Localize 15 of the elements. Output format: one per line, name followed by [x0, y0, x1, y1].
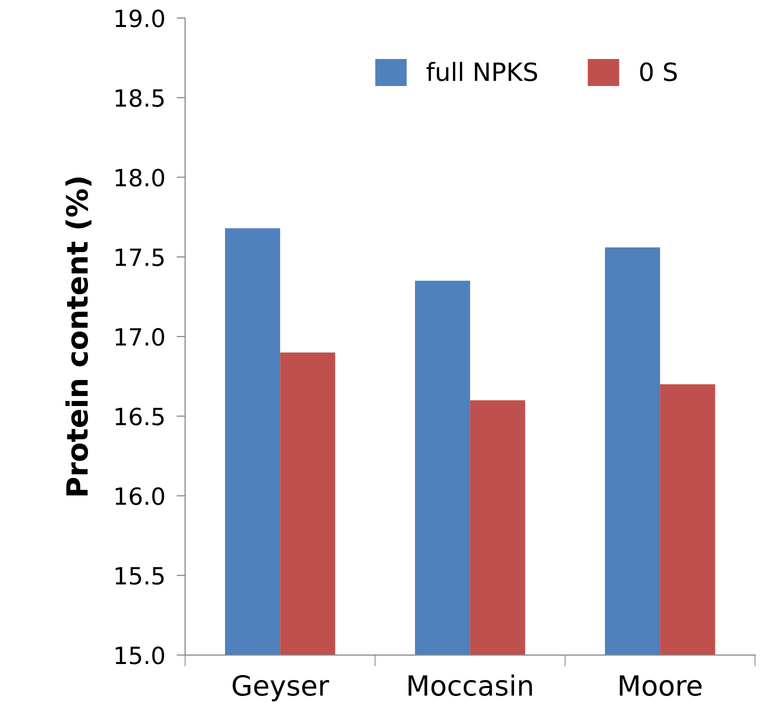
y-tick-label: 17.0	[116, 328, 164, 346]
y-tick-label: 16.5	[116, 408, 164, 426]
y-tick-label: 18.5	[116, 89, 164, 107]
y-tick-label: 17.5	[116, 248, 164, 266]
legend-label: full NPKS	[426, 62, 538, 82]
y-tick-label: 15.0	[116, 646, 164, 664]
y-tick-label: 19.0	[116, 9, 164, 28]
y-tick-label: 16.0	[116, 487, 164, 506]
x-tick-label: Moore	[620, 675, 702, 696]
x-tick-label: Geyser	[232, 674, 330, 702]
y-tick-label: 15.5	[116, 567, 164, 585]
legend-label: 0 S	[640, 62, 677, 82]
x-tick-label: Moccasin	[408, 674, 532, 696]
y-tick-label: 18.0	[116, 168, 164, 187]
y-axis-title: Protein content (%)	[65, 178, 92, 496]
